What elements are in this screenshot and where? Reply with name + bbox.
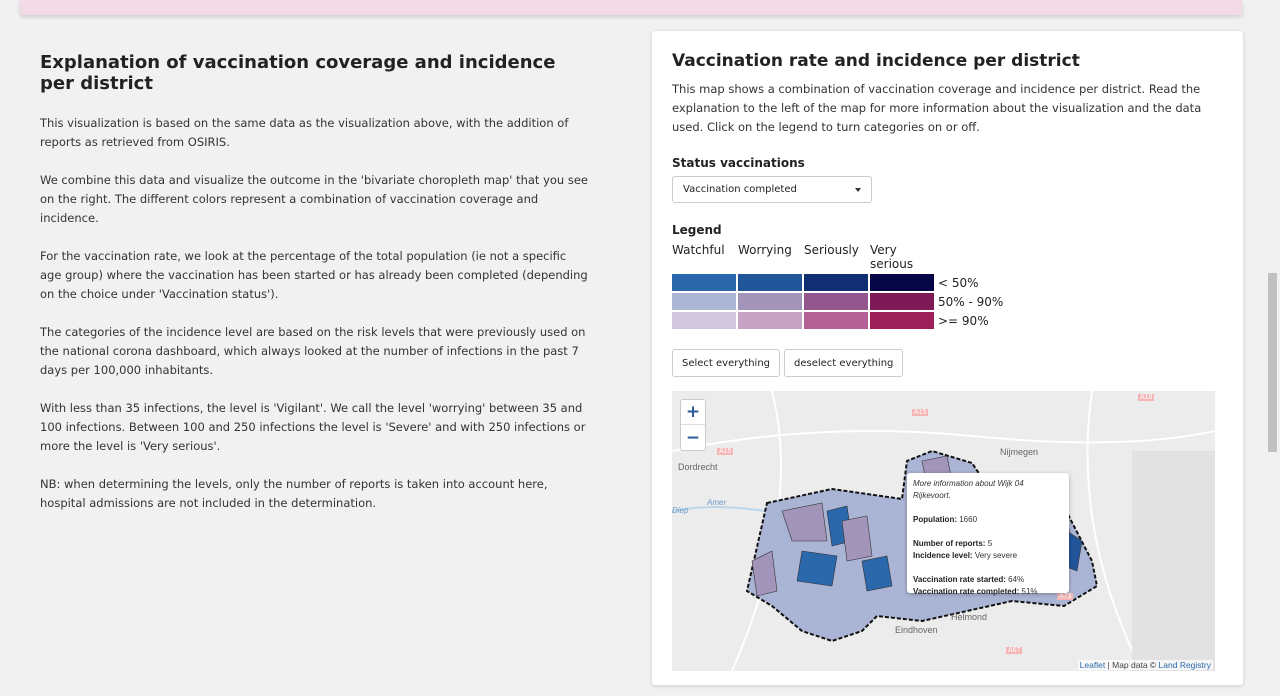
leaflet-link[interactable]: Leaflet — [1079, 660, 1106, 670]
land-registry-link[interactable]: Land Registry — [1158, 660, 1211, 670]
caret-down-icon — [855, 187, 861, 192]
legend-swatch[interactable] — [738, 312, 802, 329]
legend-label: Legend — [672, 223, 722, 237]
map-attribution: Leaflet | Map data © Land Registry — [1077, 660, 1213, 670]
paragraph: With less than 35 infections, the level … — [40, 401, 586, 453]
legend-row: 50% - 90% — [672, 293, 1223, 310]
tooltip-label: Population: — [913, 515, 957, 524]
legend-swatch[interactable] — [870, 312, 934, 329]
legend-swatch[interactable] — [738, 293, 802, 310]
legend-swatch[interactable] — [804, 293, 868, 310]
zoom-in-button[interactable]: + — [681, 400, 705, 425]
status-label: Status vaccinations — [672, 156, 805, 170]
legend-row-label: 50% - 90% — [938, 294, 1004, 309]
legend-swatch[interactable] — [804, 274, 868, 291]
legend-columns: Watchful Worrying Seriously Very serious — [672, 243, 1223, 271]
tooltip-label: Vaccination rate started: — [913, 575, 1006, 584]
legend-swatch[interactable] — [672, 312, 736, 329]
road-label: A73 — [1057, 593, 1074, 600]
paragraph: We combine this data and visualize the o… — [40, 173, 589, 225]
legend-col: Very serious — [870, 243, 914, 271]
place-label: Amer — [707, 498, 727, 507]
tooltip-label: Vaccination rate completed: — [913, 587, 1020, 596]
explanation-section: Explanation of vaccination coverage and … — [40, 52, 590, 532]
paragraph: For the vaccination rate, we look at the… — [40, 249, 588, 301]
place-label: Nijmegen — [1000, 447, 1039, 457]
scrollbar[interactable] — [1264, 0, 1280, 696]
road-label: A18 — [1138, 394, 1155, 401]
tooltip-value: 1660 — [959, 515, 978, 524]
legend-row-label: >= 90% — [938, 313, 989, 328]
status-value: Vaccination completed — [683, 184, 797, 195]
road-label: A67 — [1006, 647, 1023, 654]
legend-col: Seriously — [804, 243, 859, 257]
legend-grid: < 50% 50% - 90% >= 90% — [672, 274, 1223, 329]
road-label: A15 — [912, 409, 929, 416]
card-title: Vaccination rate and incidence per distr… — [672, 51, 1080, 71]
tooltip-value: 5 — [987, 539, 993, 548]
legend-swatch[interactable] — [672, 293, 736, 310]
place-label: Diep — [672, 506, 689, 515]
zoom-out-button[interactable]: − — [685, 427, 701, 448]
place-label: Eindhoven — [895, 625, 938, 635]
select-all-button[interactable]: Select everything — [672, 349, 781, 377]
status-select[interactable]: Vaccination completed — [672, 176, 872, 203]
tooltip-label: Number of reports: — [913, 539, 986, 548]
place-label: Dordrecht — [678, 462, 718, 472]
deselect-all-button[interactable]: deselect everything — [784, 349, 904, 377]
legend-row: < 50% — [672, 274, 1223, 291]
explanation-title: Explanation of vaccination coverage and … — [40, 52, 556, 94]
attribution-text: | Map data © — [1105, 660, 1159, 670]
legend-row: >= 90% — [672, 312, 1223, 329]
tooltip-label: Incidence level: — [913, 551, 973, 560]
legend-row-label: < 50% — [938, 275, 979, 290]
legend-col: Watchful — [672, 243, 725, 257]
tooltip-value: 64% — [1008, 575, 1025, 584]
legend-swatch[interactable] — [870, 274, 934, 291]
map-tooltip: More information about Wijk 04 Rijkevoor… — [907, 473, 1069, 596]
paragraph: This visualization is based on the same … — [40, 116, 569, 149]
legend-col: Worrying — [738, 243, 792, 257]
paragraph: The categories of the incidence level ar… — [40, 325, 586, 377]
tooltip-title: More information about Wijk 04 Rijkevoor… — [913, 479, 1024, 500]
scrollbar-thumb[interactable] — [1268, 273, 1277, 452]
paragraph: NB: when determining the levels, only th… — [40, 477, 548, 510]
legend-swatch[interactable] — [672, 274, 736, 291]
legend-swatch[interactable] — [870, 293, 934, 310]
map-card: Vaccination rate and incidence per distr… — [652, 31, 1243, 685]
map[interactable]: Dordrecht Nijmegen Eindhoven Helmond Ame… — [672, 391, 1215, 671]
road-label: A15 — [717, 448, 734, 455]
legend-swatch[interactable] — [804, 312, 868, 329]
top-banner — [20, 0, 1242, 15]
tooltip-value: Very severe — [974, 551, 1018, 560]
place-label: Helmond — [951, 612, 988, 622]
zoom-control: + − — [680, 399, 706, 451]
legend-swatch[interactable] — [738, 274, 802, 291]
card-description: This map shows a combination of vaccinat… — [672, 82, 1202, 134]
tooltip-value: 51% — [1021, 587, 1038, 596]
